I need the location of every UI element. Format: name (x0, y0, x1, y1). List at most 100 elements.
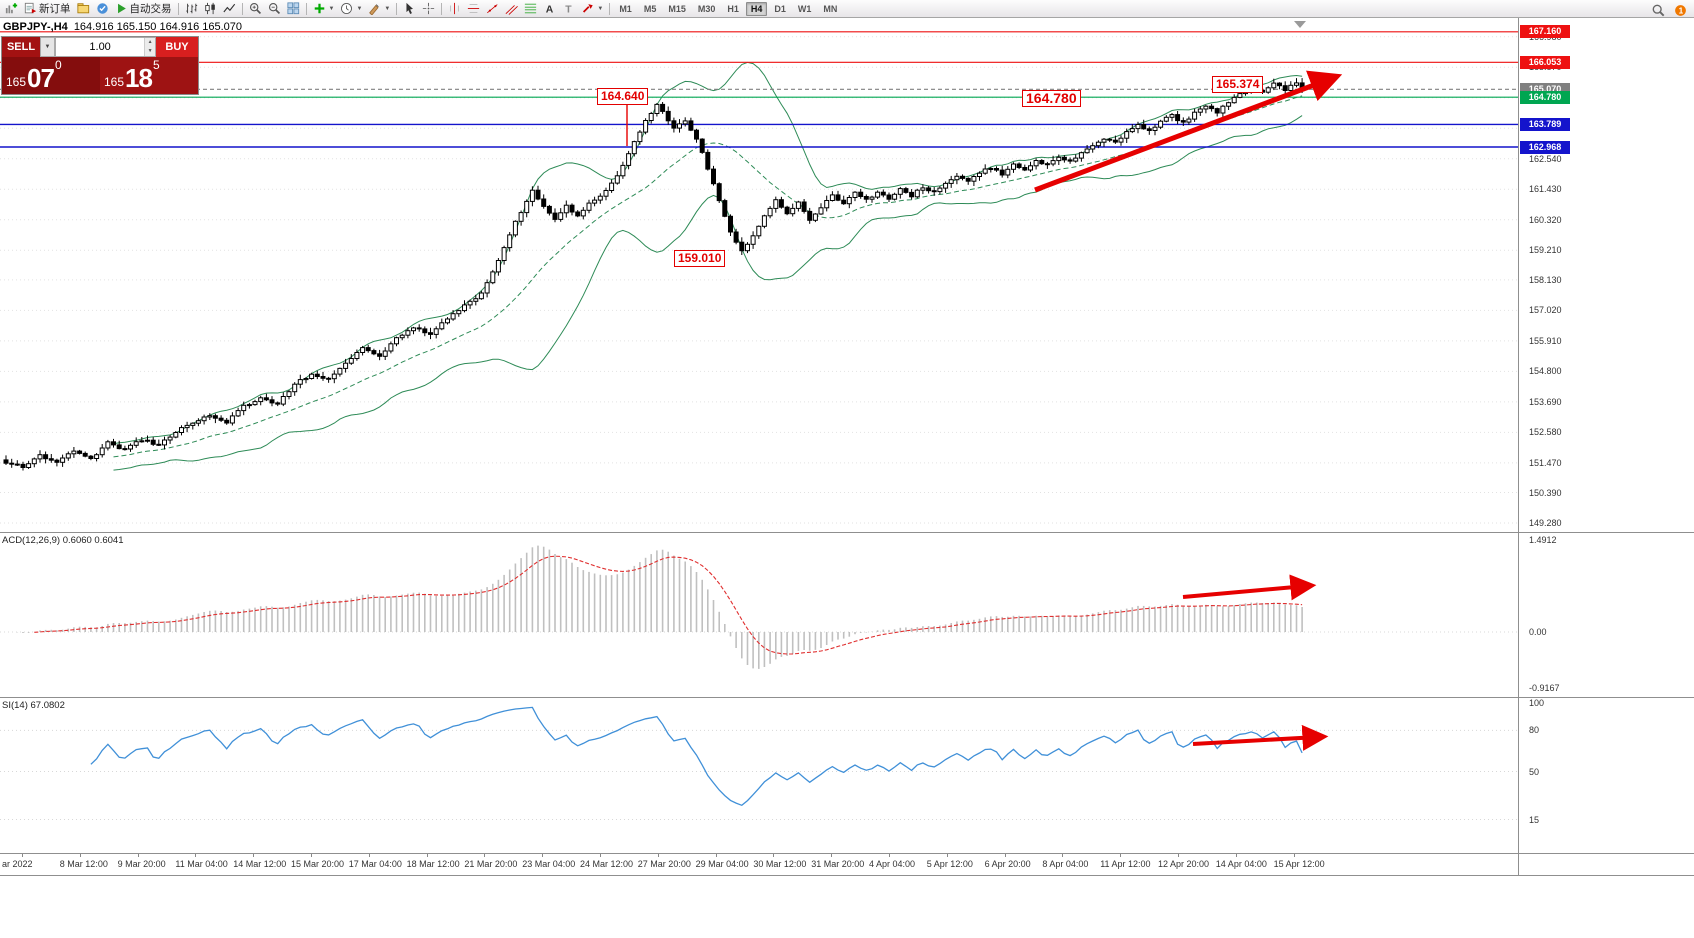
price-callout[interactable]: 165.374 (1212, 76, 1264, 93)
time-tick (542, 853, 544, 857)
market-watch[interactable] (93, 0, 112, 18)
panel-separator[interactable] (0, 697, 1694, 698)
chart-candlesticks[interactable] (201, 0, 220, 18)
timeframe-m1[interactable]: M1 (619, 3, 632, 14)
price-marker-box: 167.160 (1520, 25, 1570, 39)
templates[interactable]: ▼ (365, 0, 393, 18)
search[interactable] (1649, 1, 1668, 19)
candles-icon (204, 2, 215, 15)
one-click-trading-panel: SELL ▼ ▲ ▼ BUY 165 07 0 165 18 5 (1, 36, 199, 95)
time-label: 27 Mar 20:00 (637, 859, 691, 869)
time-tick (79, 853, 81, 857)
crosshair-tool[interactable] (419, 0, 438, 18)
timeframe-h4[interactable]: H4 (745, 1, 768, 16)
time-axis[interactable]: ar 2022 8 Mar 12:00 9 Mar 20:00 11 Mar 04:0… (0, 853, 1518, 875)
buy-price-point: 5 (152, 58, 160, 72)
price-callout[interactable]: 159.010 (674, 250, 726, 267)
time-tick (22, 853, 23, 857)
timeframe-m15[interactable]: M15 (668, 3, 686, 14)
volume-dropdown[interactable]: ▼ (40, 37, 55, 57)
price-tick: 155.910 (1529, 335, 1562, 346)
time-label: 18 Mar 12:00 (406, 859, 460, 869)
draw-trendline[interactable] (483, 0, 502, 18)
buy-price-figure: 165 (104, 75, 125, 90)
auto-trading-button-label: 自动交易 (129, 3, 172, 15)
macd-tick: 0.00 (1529, 627, 1547, 637)
chart-bars[interactable] (182, 0, 201, 18)
price-tick: 160.320 (1529, 214, 1562, 225)
draw-arrows[interactable]: ▼ (578, 0, 606, 18)
toolbar-separator (396, 2, 398, 15)
sell-button[interactable]: SELL (2, 37, 40, 57)
zoom-out[interactable] (265, 0, 284, 18)
rsi-panel-canvas[interactable] (0, 697, 1518, 853)
price-marker-box: 166.053 (1520, 55, 1570, 69)
price-tick: 162.540 (1529, 153, 1562, 164)
time-tick (368, 853, 370, 857)
draw-label[interactable]: T (559, 0, 578, 18)
chart-shift-marker (1294, 21, 1306, 28)
notifications[interactable]: 1 (1671, 1, 1690, 19)
new-order-button[interactable]: 新订单 (21, 0, 74, 18)
rsi-tick: 80 (1529, 725, 1540, 736)
time-tick (773, 853, 775, 857)
panel-separator[interactable] (0, 532, 1694, 533)
price-callout[interactable]: 164.780 (1022, 90, 1081, 107)
timeframe-m5[interactable]: M5 (643, 3, 657, 14)
rsi-tick: 100 (1529, 698, 1545, 708)
hline-icon (468, 4, 480, 13)
macd-panel-canvas[interactable] (0, 532, 1518, 697)
macd-name: ACD(12,26,9) (2, 535, 61, 546)
draw-vertical-line[interactable] (445, 0, 464, 18)
timeframe-h1[interactable]: H1 (727, 3, 739, 14)
cursor-tool[interactable] (400, 0, 419, 18)
new-chart[interactable] (2, 0, 21, 18)
tile-windows[interactable] (284, 0, 303, 18)
toolbar-separator (441, 2, 443, 15)
chart-plus-icon (5, 3, 18, 14)
time-tick (657, 853, 659, 857)
volume-input[interactable] (56, 38, 145, 56)
price-callout[interactable]: 164.640 (597, 88, 649, 105)
timeframe-d1[interactable]: D1 (774, 3, 786, 14)
draw-fibonacci[interactable] (521, 0, 540, 18)
profiles[interactable] (74, 0, 93, 18)
linechart-icon (222, 3, 235, 13)
textA-icon: A (546, 4, 554, 15)
chart-line[interactable] (220, 0, 239, 18)
time-tick (195, 853, 197, 857)
cursor-icon (406, 2, 414, 14)
zoom-in-icon (249, 2, 261, 15)
draw-channel[interactable] (502, 0, 521, 18)
auto-trading-button[interactable]: 自动交易 (112, 0, 175, 18)
indicators-list[interactable]: ▼ (310, 0, 338, 18)
periods[interactable]: ▼ (337, 0, 365, 18)
buy-button[interactable]: BUY (156, 37, 198, 57)
fibo-icon (525, 3, 537, 14)
timeframe-mn[interactable]: MN (823, 3, 838, 14)
price-tick: 150.390 (1529, 487, 1562, 498)
search-icon (1652, 4, 1665, 16)
time-label: 31 Mar 20:00 (811, 859, 865, 869)
volume-step-up[interactable]: ▲ (145, 38, 155, 47)
price-scale[interactable]: 166.980165.870164.760163.650162.540161.4… (1518, 18, 1694, 875)
time-tick (253, 853, 255, 857)
zoom-in[interactable] (246, 0, 265, 18)
timeframe-w1[interactable]: W1 (797, 3, 812, 14)
sell-price[interactable]: 165 07 0 (2, 57, 100, 94)
volume-step-down[interactable]: ▼ (145, 47, 155, 56)
time-label: 6 Apr 20:00 (984, 859, 1031, 869)
main-chart-canvas[interactable] (0, 18, 1518, 532)
badge-icon: 1 (1675, 4, 1686, 16)
time-label: 21 Mar 20:00 (464, 859, 518, 869)
rsi-name: SI(14) (2, 700, 28, 711)
price-marker-box: 162.968 (1520, 140, 1570, 154)
crosshair-icon (423, 2, 435, 15)
draw-horizontal-line[interactable] (464, 0, 483, 18)
panel-separator (0, 875, 1694, 876)
time-label: 14 Apr 04:00 (1215, 859, 1267, 869)
timeframe-m30[interactable]: M30 (697, 3, 716, 14)
draw-text[interactable]: A (540, 0, 559, 18)
vline-icon (450, 2, 460, 15)
buy-price[interactable]: 165 18 5 (100, 57, 198, 94)
